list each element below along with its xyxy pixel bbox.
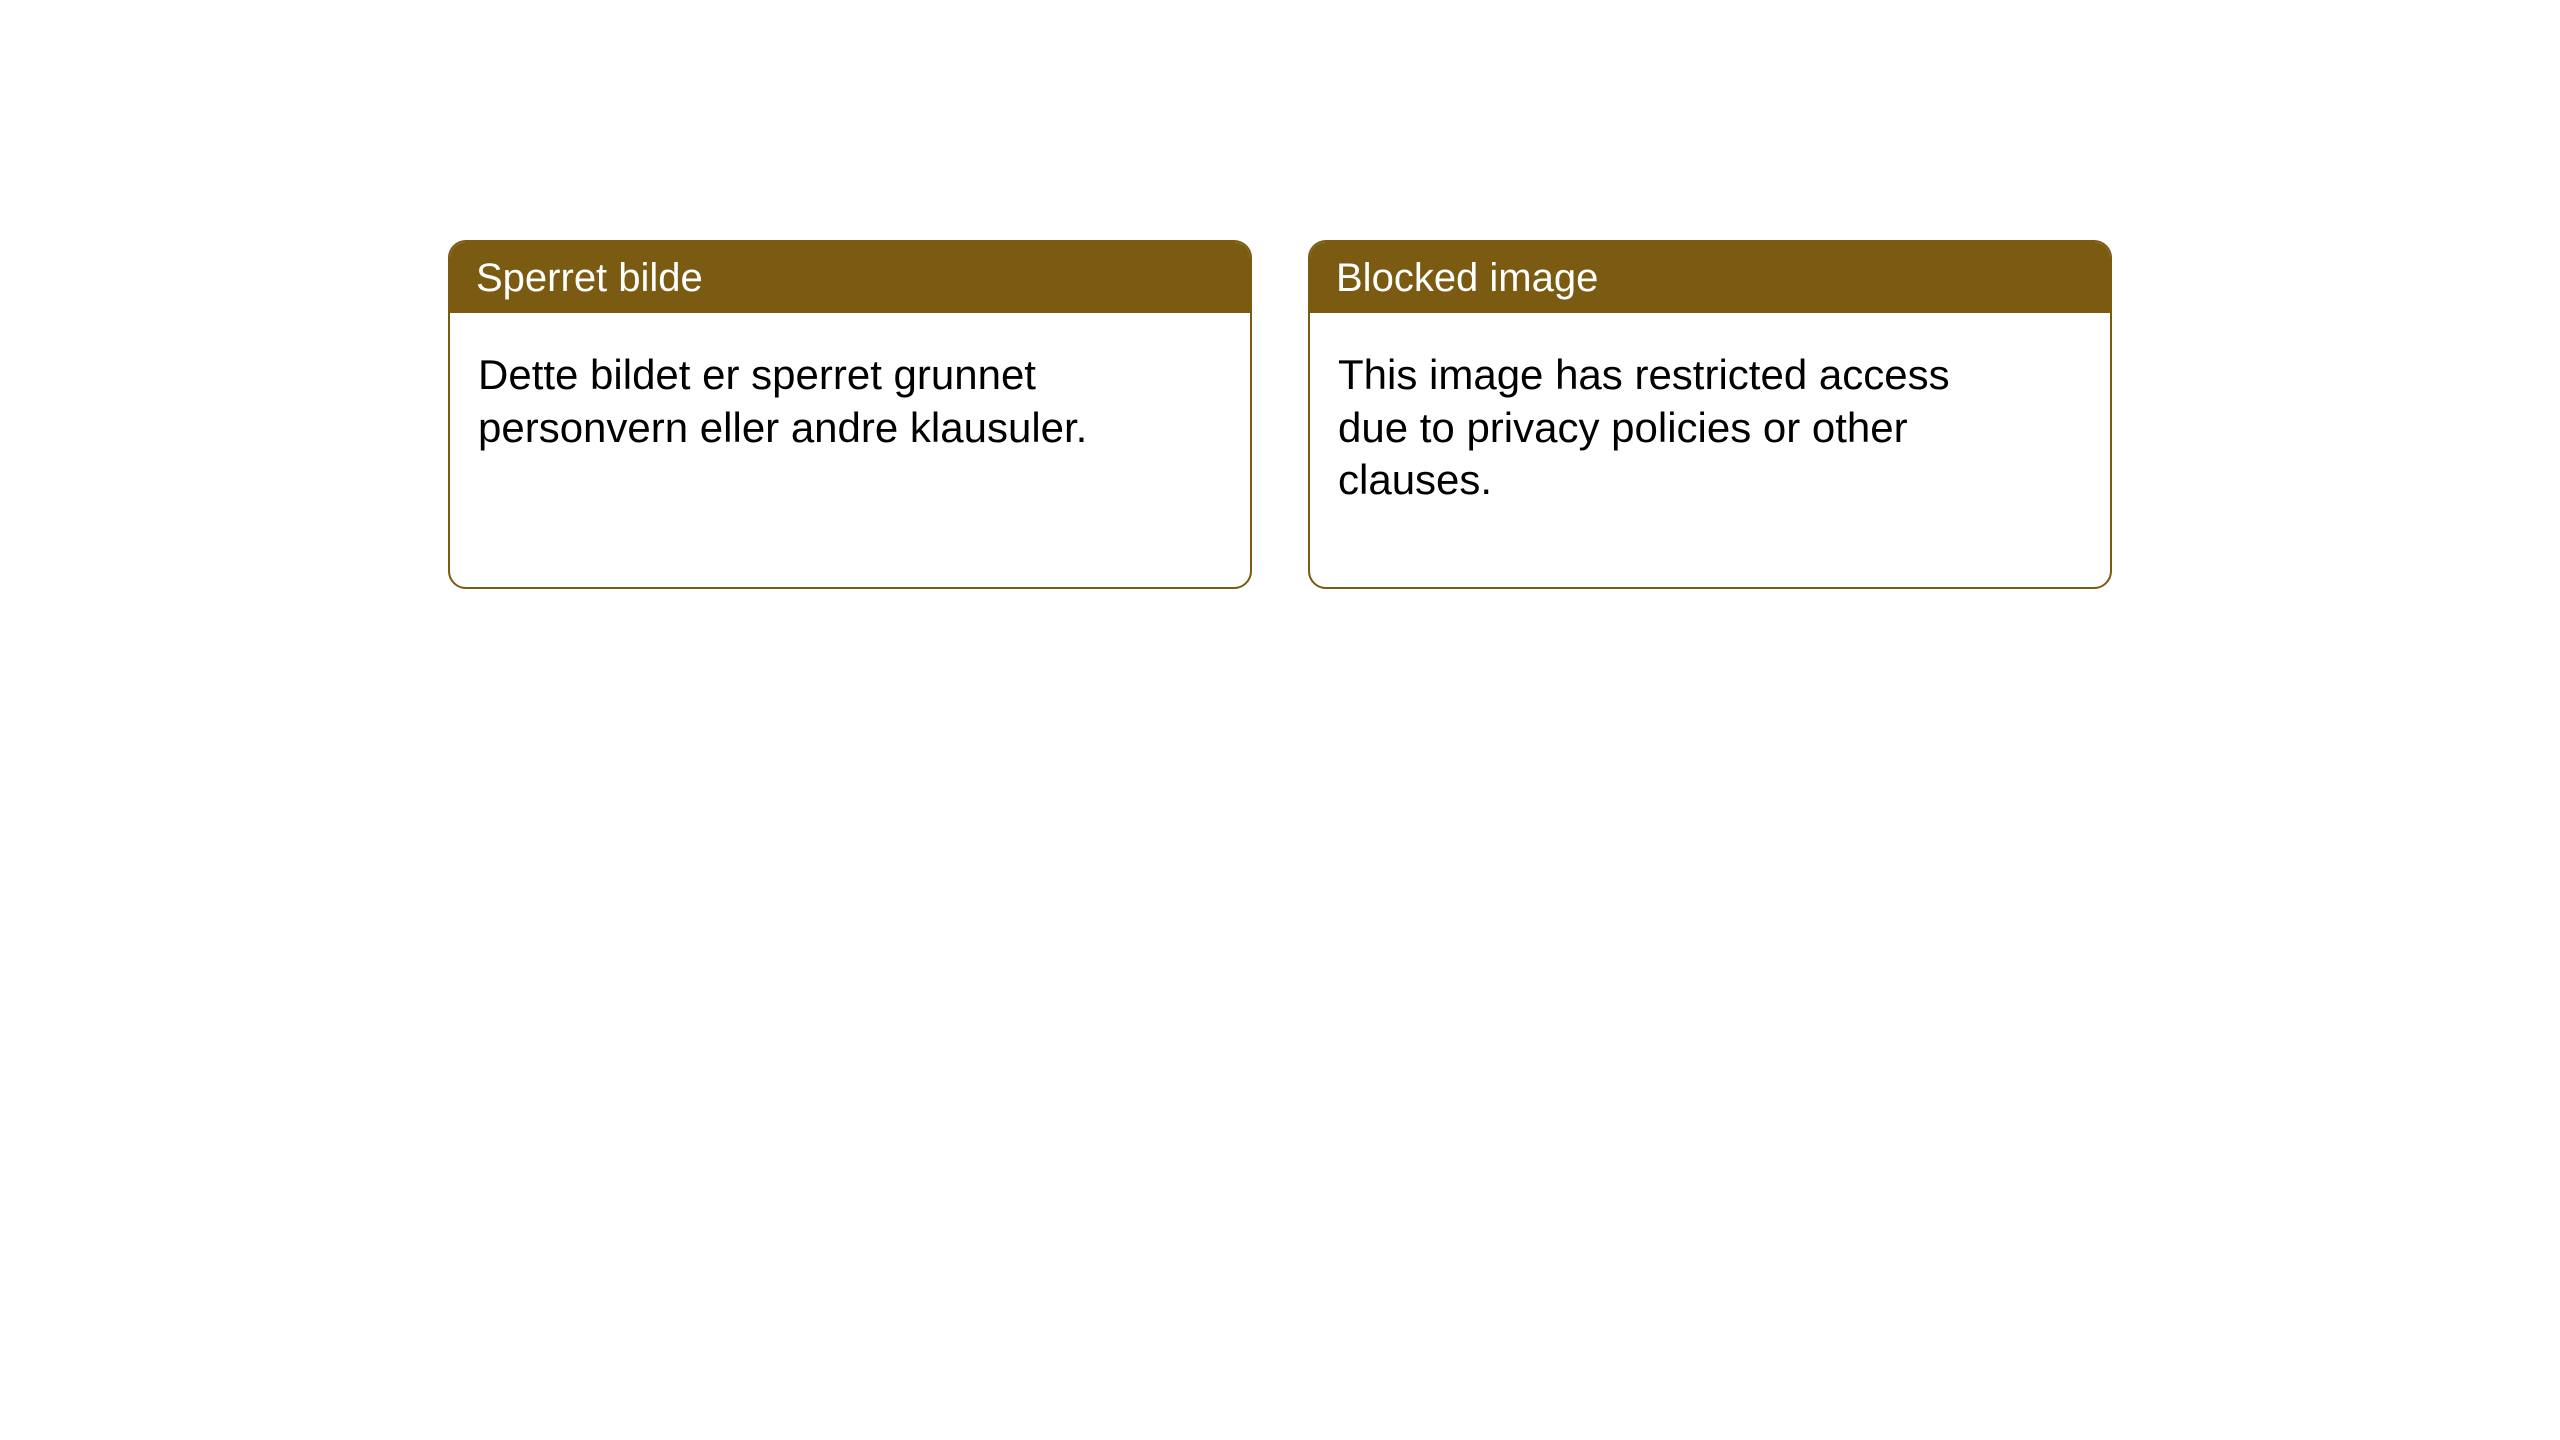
notice-card-en-title: Blocked image	[1336, 256, 1598, 300]
notice-card-no: Sperret bilde Dette bildet er sperret gr…	[448, 240, 1252, 589]
notice-card-en-body: This image has restricted access due to …	[1310, 313, 2110, 587]
notice-card-no-body: Dette bildet er sperret grunnet personve…	[450, 313, 1250, 534]
notice-card-no-text: Dette bildet er sperret grunnet personve…	[478, 349, 1118, 454]
notice-card-en-text: This image has restricted access due to …	[1338, 349, 1978, 507]
notice-card-no-header: Sperret bilde	[450, 242, 1250, 313]
notice-card-en: Blocked image This image has restricted …	[1308, 240, 2112, 589]
notice-card-en-header: Blocked image	[1310, 242, 2110, 313]
notice-card-no-title: Sperret bilde	[476, 256, 703, 300]
notice-container: Sperret bilde Dette bildet er sperret gr…	[448, 240, 2112, 589]
